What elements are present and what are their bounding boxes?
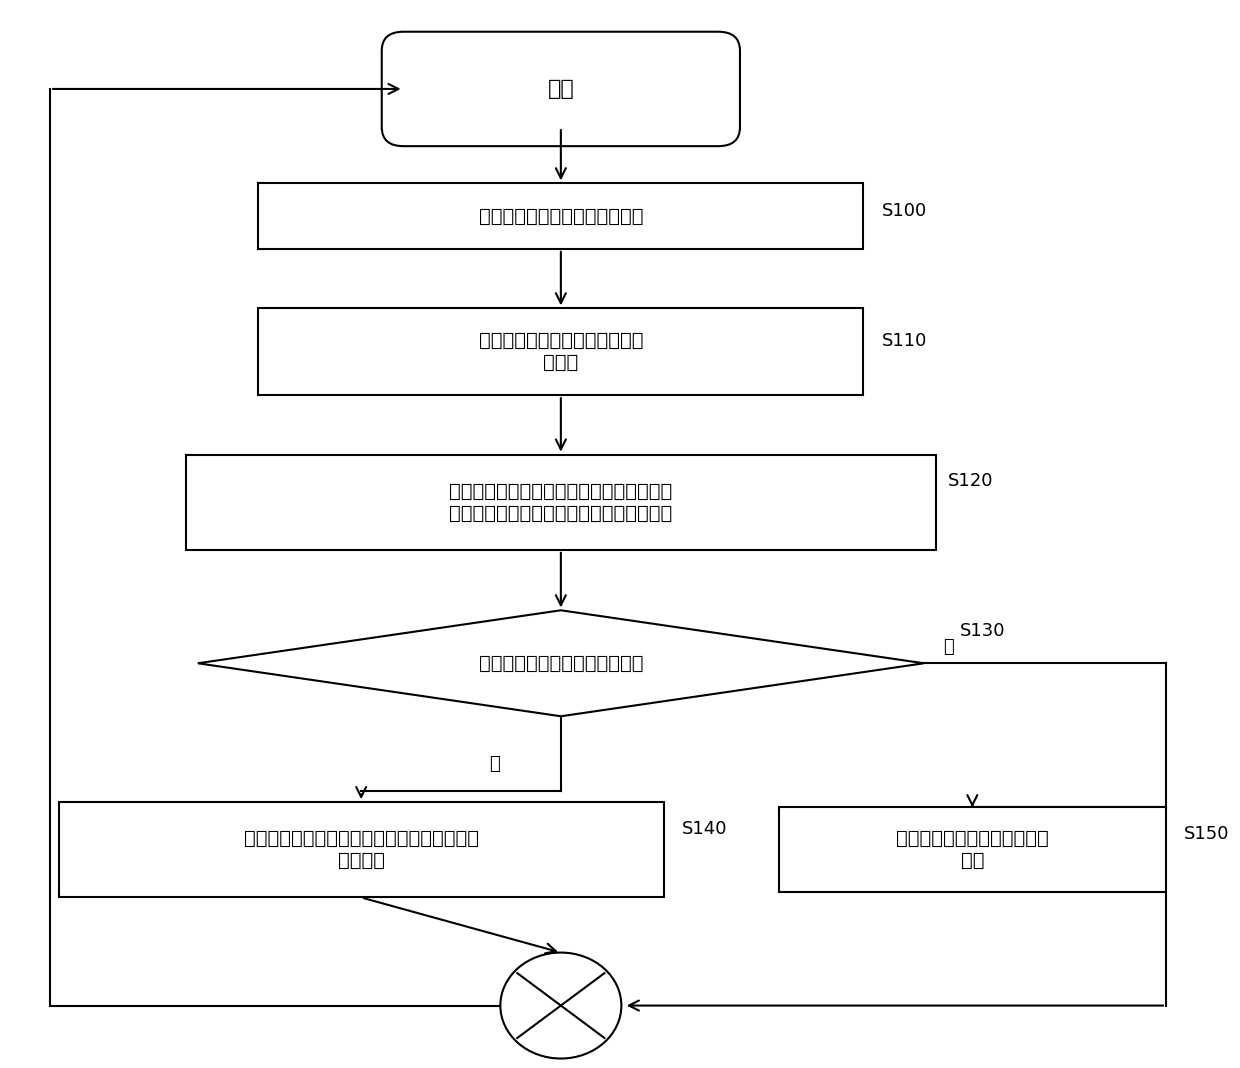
Text: S120: S120: [949, 472, 993, 490]
Text: 制冷系统运行，按需控制对应风口的开关驱动
单元开启: 制冷系统运行，按需控制对应风口的开关驱动 单元开启: [244, 829, 479, 870]
Text: 采集各个目标区域的实际温度值: 采集各个目标区域的实际温度值: [479, 206, 644, 225]
Text: S150: S150: [1184, 824, 1230, 843]
FancyBboxPatch shape: [382, 32, 740, 146]
Text: 温度均匀度分析，根据制冷请求计算出风位
置参数，即确定有制冷需求的目标区域位置: 温度均匀度分析，根据制冷请求计算出风位 置参数，即确定有制冷需求的目标区域位置: [449, 482, 672, 522]
Text: 是: 是: [489, 755, 500, 773]
Text: S140: S140: [682, 819, 728, 837]
Circle shape: [501, 953, 621, 1058]
Text: 是否任意一目标区域有制冷请求: 是否任意一目标区域有制冷请求: [479, 654, 644, 673]
Bar: [58, 802, 663, 897]
Bar: [258, 309, 863, 395]
Bar: [186, 455, 936, 550]
Text: 开始: 开始: [548, 79, 574, 99]
Bar: [779, 807, 1166, 892]
Text: 关联制冷系统截止，停止出风
制冷: 关联制冷系统截止，停止出风 制冷: [897, 829, 1049, 870]
Text: S130: S130: [960, 623, 1006, 641]
Text: S110: S110: [882, 332, 928, 350]
Text: 分别计算各个风口对应区域的制
冷请求: 分别计算各个风口对应区域的制 冷请求: [479, 331, 644, 373]
Bar: [258, 184, 863, 249]
Polygon shape: [198, 610, 924, 717]
Text: 否: 否: [942, 639, 954, 657]
Text: S100: S100: [882, 202, 926, 220]
